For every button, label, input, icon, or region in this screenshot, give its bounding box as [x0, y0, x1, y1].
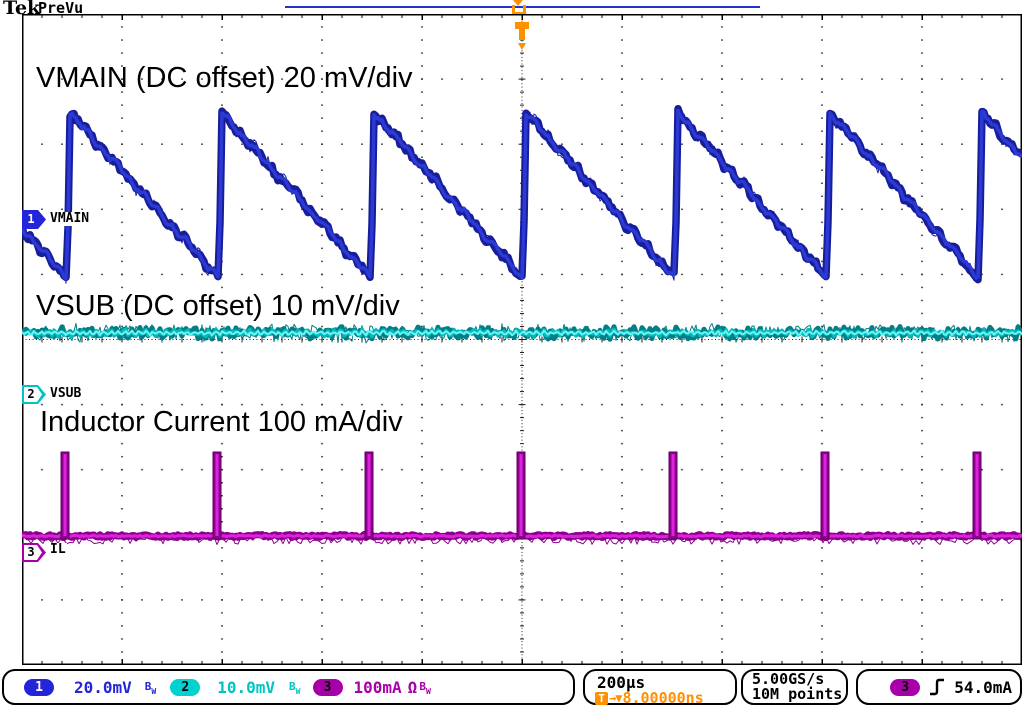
- channel2-badge[interactable]: 2: [170, 678, 201, 696]
- channel3-badge[interactable]: 3: [312, 678, 343, 696]
- horizontal-readout-box[interactable]: 200µs T →▼ 8.00000ns: [583, 669, 737, 707]
- channel2-marker[interactable]: 2: [22, 385, 46, 404]
- channel1-bandwidth-icon: BW: [144, 679, 157, 696]
- sample-rate-readout: 5.00GS/s: [752, 670, 825, 688]
- timebase-readout: 200µs: [597, 673, 646, 692]
- scope-graticule-and-traces: [22, 14, 1022, 665]
- record-trigger-position-icon[interactable]: [510, 0, 526, 15]
- waveform-display[interactable]: 1 2 3 VMAIN VSUB IL VMAIN (DC offset) 20…: [22, 14, 1022, 665]
- channel3-scale: 100mA: [353, 677, 402, 697]
- rising-edge-icon: [930, 678, 945, 696]
- trigger-t-icon: T: [595, 691, 608, 705]
- acquisition-readout-box[interactable]: 5.00GS/s 10M points: [741, 669, 848, 705]
- channel3-marker[interactable]: 3: [22, 543, 46, 562]
- status-bar: 1 20.0mV BW 2 10.0mV BW 3 100mA Ω BW 200…: [0, 666, 1024, 708]
- channel3-impedance: Ω: [407, 677, 418, 697]
- trace-label-il: IL: [49, 542, 67, 557]
- trace-label-vmain: VMAIN: [49, 211, 91, 226]
- trigger-source-badge[interactable]: 3: [890, 678, 921, 696]
- acquisition-mode-label: PreVu: [38, 0, 84, 17]
- channel1-marker[interactable]: 1: [22, 210, 46, 229]
- channel1-badge[interactable]: 1: [24, 678, 54, 696]
- channel3-bandwidth-icon: BW: [419, 679, 431, 696]
- trigger-delay-readout: T →▼ 8.00000ns: [595, 689, 704, 707]
- trigger-readout-box[interactable]: 3 54.0mA: [856, 669, 1022, 705]
- trigger-delay-value: 8.00000ns: [622, 689, 704, 707]
- channel2-scale: 10.0mV: [217, 677, 276, 697]
- record-view-bar: [285, 6, 760, 8]
- delay-arrows-icon: →▼: [609, 691, 622, 705]
- ch3-il-trace: [22, 451, 1022, 545]
- ch2-vsub-trace: [22, 322, 1022, 344]
- annotation-vmain: VMAIN (DC offset) 20 mV/div: [36, 62, 413, 94]
- annotation-vsub: VSUB (DC offset) 10 mV/div: [36, 290, 400, 322]
- trigger-level-readout: 54.0mA: [954, 677, 1012, 697]
- graticule: [22, 14, 1022, 665]
- trigger-arrow-icon: [513, 0, 523, 6]
- ch1-vmain-trace: [22, 104, 1022, 284]
- trace-label-vsub: VSUB: [49, 386, 83, 401]
- channel1-scale: 20.0mV: [74, 677, 132, 697]
- trigger-position-flag: [515, 22, 529, 50]
- record-length-readout: 10M points: [752, 685, 843, 703]
- channel2-bandwidth-icon: BW: [289, 679, 301, 696]
- channel-scale-readout-box[interactable]: 1 20.0mV BW 2 10.0mV BW 3 100mA Ω BW: [2, 669, 575, 705]
- annotation-inductor-current: Inductor Current 100 mA/div: [40, 406, 403, 438]
